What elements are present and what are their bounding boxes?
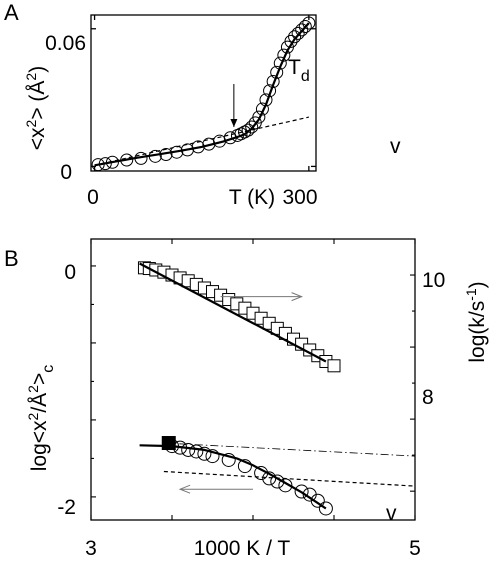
panel-a-vibrational-line: [94, 116, 310, 166]
panel-a-frame: [90, 14, 317, 172]
panel-b-msd-fit: [139, 444, 327, 510]
panel-a-ylabel: <x2> (Å2): [23, 66, 49, 150]
panel-a-fit-line: [94, 22, 310, 167]
panel-b-y2tick-8: 8: [422, 386, 434, 409]
panel-a-data-point: [302, 16, 316, 30]
panel-b-xlabel: 1000 K / T: [194, 537, 291, 560]
panel-b-v-label: v: [386, 502, 397, 525]
panel-b-dashdot-line: [163, 442, 416, 457]
panel-b-msd-point: [278, 478, 293, 493]
panel-b-msd-point: [318, 501, 333, 516]
panel-a-data-point: [298, 19, 312, 33]
panel-b-filled-square: [161, 436, 176, 451]
panel-b-ytick-0: 0: [64, 261, 76, 284]
panel-b-msd-point: [294, 484, 309, 499]
panel-a-data-point: [234, 127, 248, 141]
panel-a-label: A: [4, 0, 19, 25]
panel-b-xtick-5: 5: [409, 537, 421, 560]
panel-b-xtick-3: 3: [85, 537, 97, 560]
panel-a-data-point: [252, 110, 266, 124]
panel-b-msd-point: [197, 446, 212, 461]
panel-a-v-label: v: [390, 135, 401, 158]
panel-b-msd-point: [205, 449, 220, 464]
panel-a-data-point: [288, 30, 302, 44]
panel-a-data-point: [241, 123, 255, 137]
panel-a-xlabel: T (K): [229, 186, 275, 209]
panel-a-data-point: [291, 26, 305, 40]
panel-b-ytick-m2: -2: [57, 496, 76, 519]
panel-b-right-arrow-head: [291, 292, 303, 302]
panel-b-msd-point: [221, 452, 236, 467]
panel-b-msd-point: [237, 459, 252, 474]
panel-b-left-arrow-head: [178, 484, 191, 494]
panel-b-ylabel: log<x2/Å2>c: [25, 365, 57, 472]
panel-a-data-point: [245, 120, 259, 134]
panel-a-plot: [91, 15, 316, 172]
panel-b-vibrational-line: [163, 470, 416, 487]
panel-b-msd-point: [189, 444, 204, 459]
panel-b-rate-point: [327, 359, 341, 373]
panel-b-y2label: log(k/s-1): [463, 281, 489, 362]
panel-a-data-point: [295, 23, 309, 37]
panel-b-rate-fit: [139, 262, 327, 363]
panel-a-ytick-0: 0: [60, 161, 72, 184]
panel-b-msd-point: [310, 493, 325, 508]
panel-b-y2tick-10: 10: [422, 269, 445, 292]
panel-a-data-point: [238, 125, 252, 139]
panel-a-xtick-300: 300: [282, 186, 317, 209]
panel-a-xtick-0: 0: [87, 186, 99, 209]
panel-a-data-point: [284, 34, 298, 48]
panel-b-label: B: [4, 246, 19, 271]
panel-b-frame: [90, 238, 416, 521]
td-arrow-head: [230, 119, 238, 127]
panel-b-msd-point: [181, 442, 196, 457]
td-label: Td: [288, 56, 310, 85]
panel-b-plot: [90, 239, 416, 520]
panel-a-data-point: [255, 102, 269, 116]
panel-a-ytick-0.06: 0.06: [45, 32, 86, 55]
